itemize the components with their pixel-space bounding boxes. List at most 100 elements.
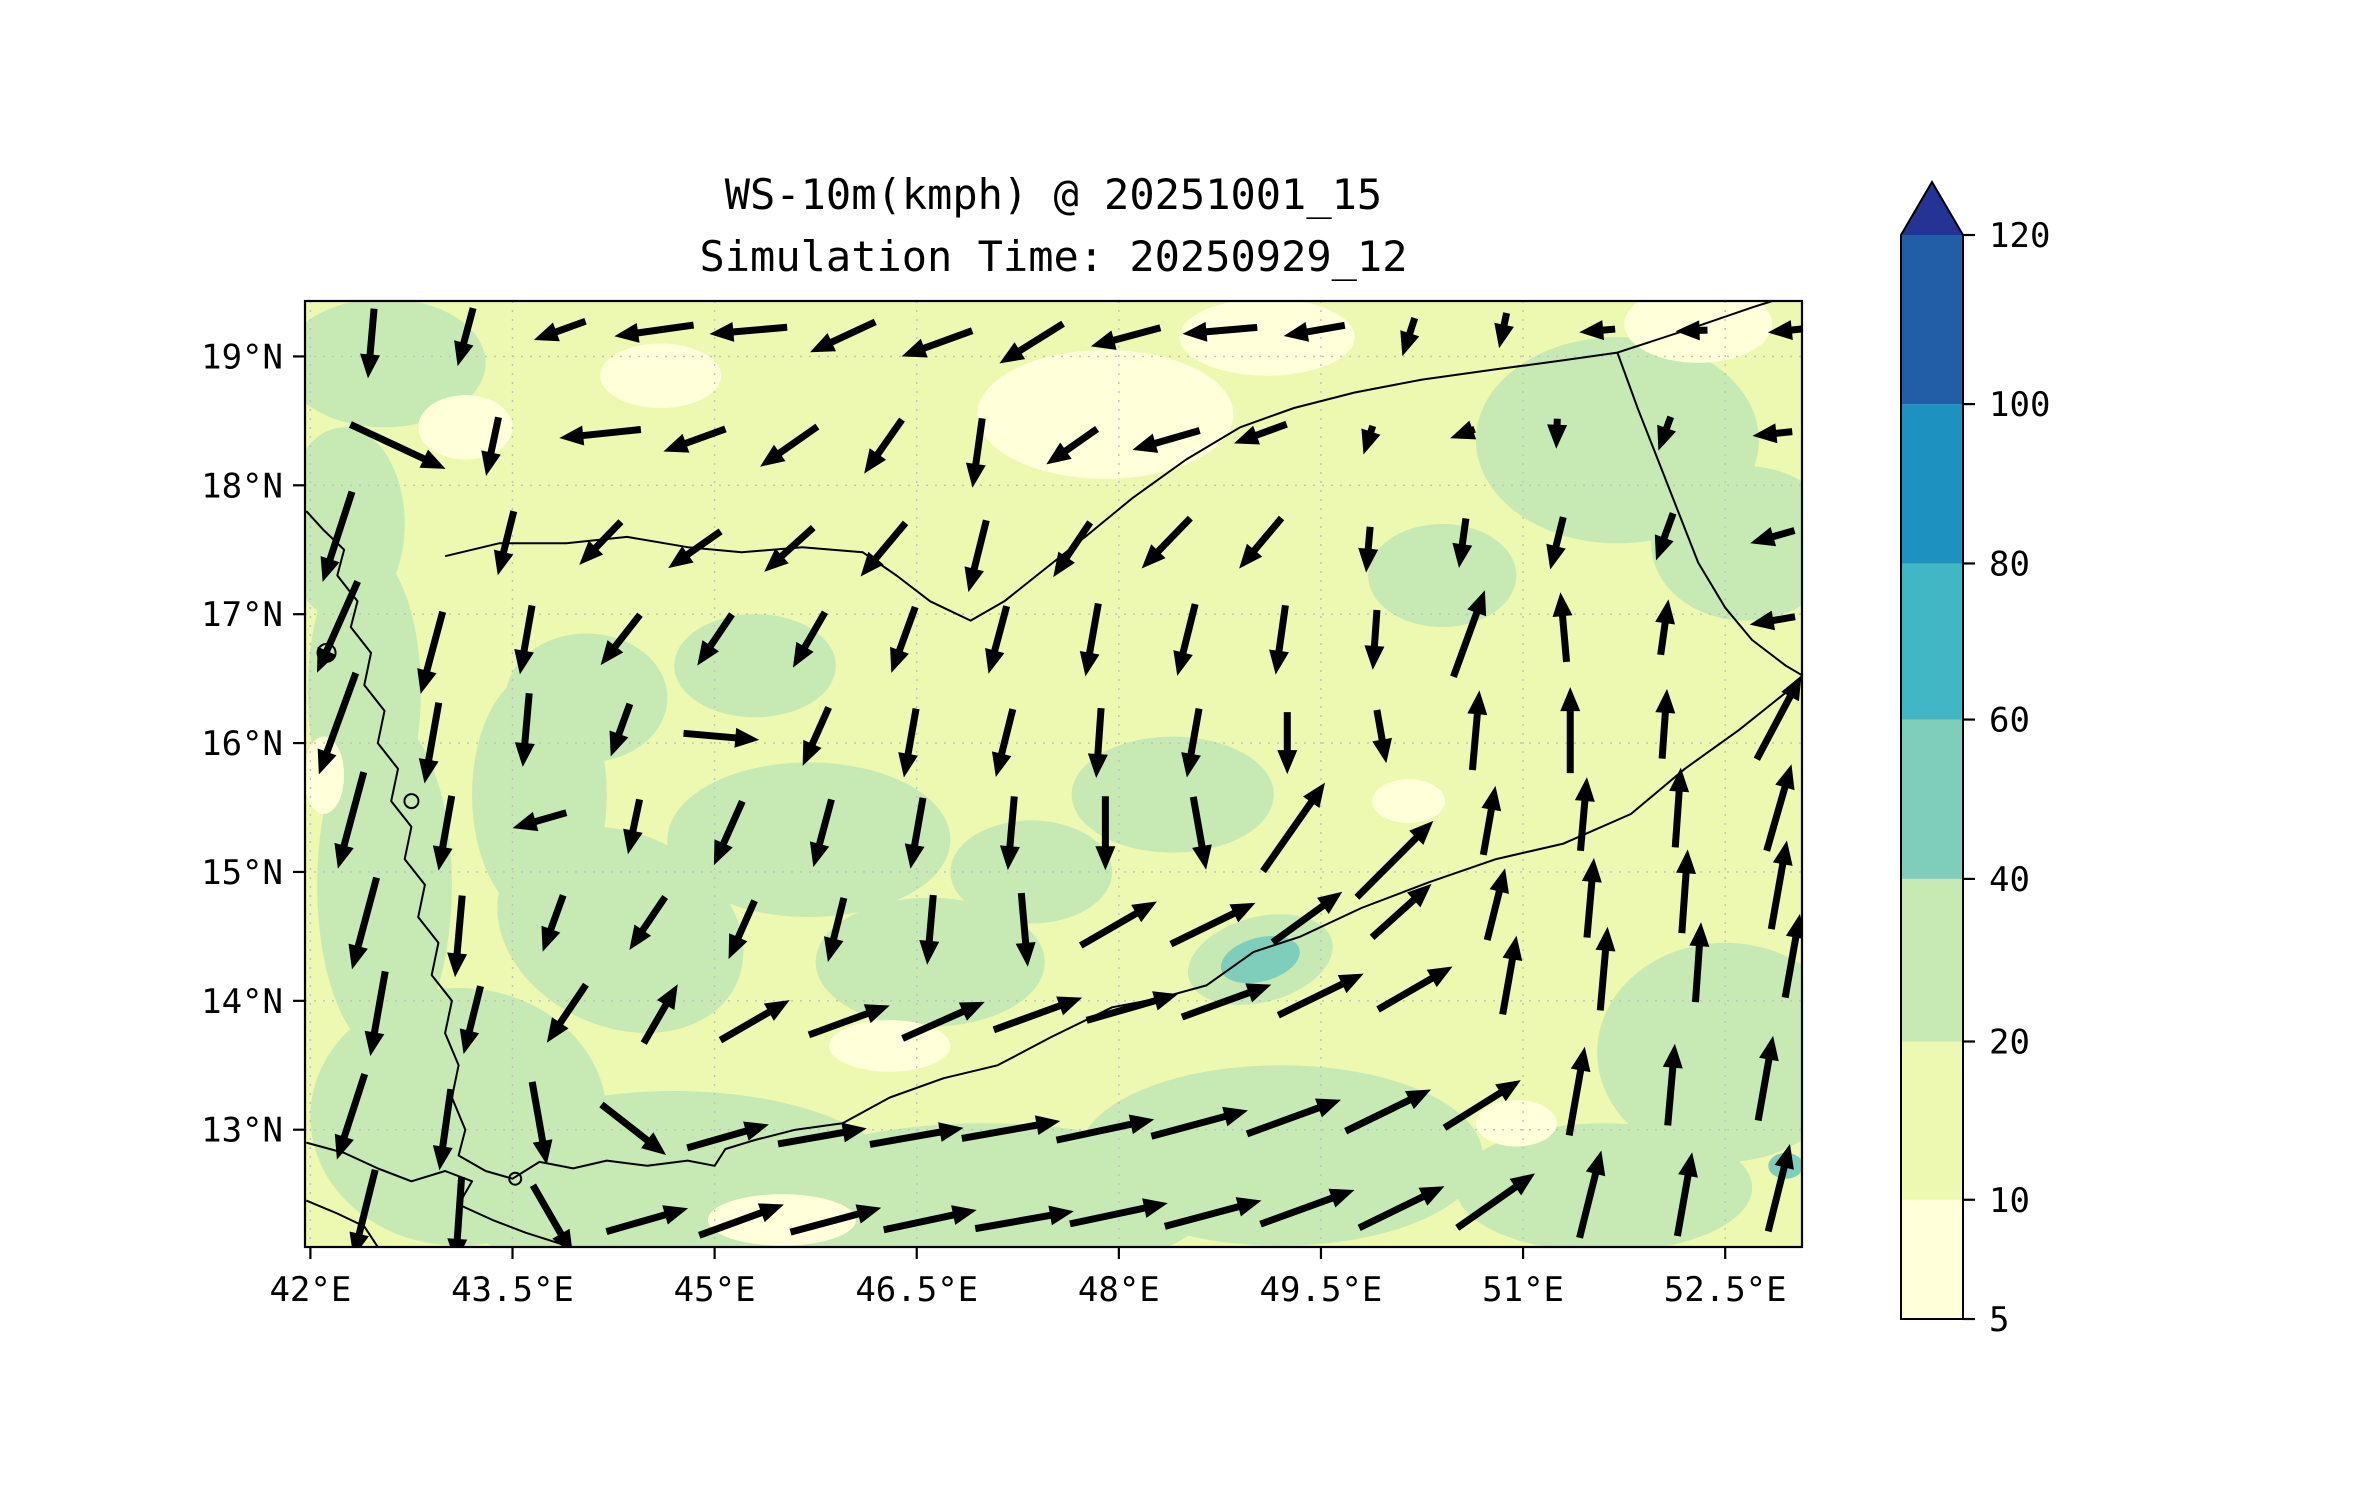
wind-arrow-shaft xyxy=(1768,527,1796,542)
colorbar-tick-label: 60 xyxy=(1989,701,2030,741)
wind-arrow-shaft xyxy=(1078,908,1142,949)
wind-arrow-head xyxy=(904,843,925,869)
wind-arrow-head xyxy=(809,333,836,353)
island-outline xyxy=(403,793,420,810)
wind-arrow-head xyxy=(447,1238,468,1247)
wind-arrow-shaft xyxy=(633,321,695,337)
wind-arrow-shaft xyxy=(1781,932,1800,999)
wind-arrow-head xyxy=(1131,901,1157,923)
wind-arrow-head xyxy=(559,425,585,446)
x-tick-label: 52.5°E xyxy=(1664,1270,1787,1310)
wind-arrow-shaft xyxy=(925,894,937,946)
wind-arrow-head xyxy=(1467,690,1488,716)
wind-arrow-shaft xyxy=(1006,796,1018,851)
wind-arrow-shaft xyxy=(1364,526,1374,554)
x-tick-label: 46.5°E xyxy=(855,1270,978,1310)
wind-arrow-shaft xyxy=(901,1006,968,1042)
wind-arrow-head xyxy=(1655,688,1676,714)
wind-arrow-head xyxy=(890,646,909,673)
wind-arrow-shaft xyxy=(807,705,832,750)
wind-arrow-shaft xyxy=(1276,979,1348,1019)
wind-arrow-shaft xyxy=(1373,709,1387,745)
wind-arrow-head xyxy=(320,556,340,583)
wind-arrow-head xyxy=(317,646,336,673)
wind-arrow-shaft xyxy=(1450,607,1482,678)
wind-arrow-head xyxy=(1579,320,1605,341)
wind-arrow-shaft xyxy=(366,308,378,359)
wind-arrow-head xyxy=(1426,966,1453,988)
wind-arrow-shaft xyxy=(1657,618,1670,656)
wind-arrow-head xyxy=(481,450,501,476)
wind-arrow-shaft xyxy=(339,1072,369,1142)
wind-arrow-shaft xyxy=(640,999,671,1045)
wind-arrow-head xyxy=(447,952,468,978)
wind-arrow-shaft xyxy=(1768,613,1796,625)
wind-arrow-head xyxy=(1358,547,1379,573)
wind-arrow-head xyxy=(1405,1089,1432,1110)
wind-arrow-shaft xyxy=(777,1128,848,1148)
wind-arrow-shaft xyxy=(799,610,828,653)
wind-arrow-shaft xyxy=(903,707,920,759)
wind-arrow-head xyxy=(1142,1198,1168,1218)
wind-arrow-head xyxy=(1328,1188,1355,1208)
wind-arrow-head xyxy=(546,1017,569,1043)
wind-arrow-head xyxy=(1316,891,1343,914)
wind-arrow-head xyxy=(1655,599,1676,625)
wind-arrow-head xyxy=(728,933,748,960)
wind-arrow-head xyxy=(1547,424,1568,449)
wind-arrow-head xyxy=(1283,322,1310,342)
x-tick-label: 45°E xyxy=(674,1270,756,1310)
contour-region-green xyxy=(1651,465,1802,621)
wind-arrow-shaft xyxy=(353,876,380,951)
wind-arrow-shaft xyxy=(910,797,927,850)
wind-arrow-head xyxy=(552,1228,572,1247)
wind-arrow-head xyxy=(792,641,814,668)
wind-arrow-shaft xyxy=(961,1121,1042,1142)
colorbar-segment xyxy=(1901,404,1963,564)
wind-arrow-shaft xyxy=(919,327,974,353)
wind-arrow-head xyxy=(579,540,604,565)
wind-arrow-head xyxy=(1675,320,1700,341)
wind-arrow-head xyxy=(1669,767,1690,793)
wind-arrow-head xyxy=(641,1132,667,1155)
wind-arrow-shaft xyxy=(680,425,727,448)
wind-arrow-head xyxy=(1182,321,1208,342)
wind-arrow-head xyxy=(1560,687,1581,712)
wind-arrow-shaft xyxy=(354,1168,379,1239)
wind-arrow-head xyxy=(1269,649,1289,675)
wind-arrow-head xyxy=(1087,753,1108,778)
contour-region-cream xyxy=(305,736,345,814)
wind-arrow-shaft xyxy=(1150,427,1201,448)
wind-arrow-shaft xyxy=(1678,869,1690,934)
wind-arrow-shaft xyxy=(1245,1103,1324,1138)
wind-arrow-shaft xyxy=(1178,603,1199,658)
wind-arrow-shaft xyxy=(1369,894,1420,940)
wind-arrow-head xyxy=(1775,764,1795,791)
wind-arrow-head xyxy=(1015,942,1036,967)
wind-arrow-head xyxy=(1581,857,1602,883)
outline-border_oman xyxy=(1616,352,1802,677)
wind-arrow-shaft xyxy=(422,610,447,676)
wind-arrow-shaft xyxy=(718,1007,775,1044)
wind-arrow-head xyxy=(1489,868,1509,894)
wind-arrow-head xyxy=(1315,1098,1342,1118)
wind-arrow-head xyxy=(1364,645,1385,670)
wind-arrow-shaft xyxy=(990,605,1011,656)
wind-arrow-shaft xyxy=(1558,611,1571,663)
colorbar-tick-label: 120 xyxy=(1989,216,2050,256)
contour-region-green xyxy=(1368,523,1517,628)
wind-arrow-head xyxy=(1546,543,1566,570)
wind-arrow-head xyxy=(1552,592,1573,617)
island-outline xyxy=(508,1171,523,1186)
wind-arrow-shaft xyxy=(453,895,466,958)
gridlines xyxy=(305,301,1802,1247)
wind-arrow-shaft xyxy=(686,1126,751,1152)
wind-arrow-head xyxy=(938,1122,964,1142)
wind-arrow-head xyxy=(1772,840,1793,866)
wind-arrow-shaft xyxy=(1150,1112,1230,1140)
contour-region-cream xyxy=(600,343,722,408)
wind-arrow-shaft xyxy=(1565,1065,1585,1136)
contour-region-cream xyxy=(707,1194,857,1246)
wind-arrow-shaft xyxy=(1186,707,1203,759)
